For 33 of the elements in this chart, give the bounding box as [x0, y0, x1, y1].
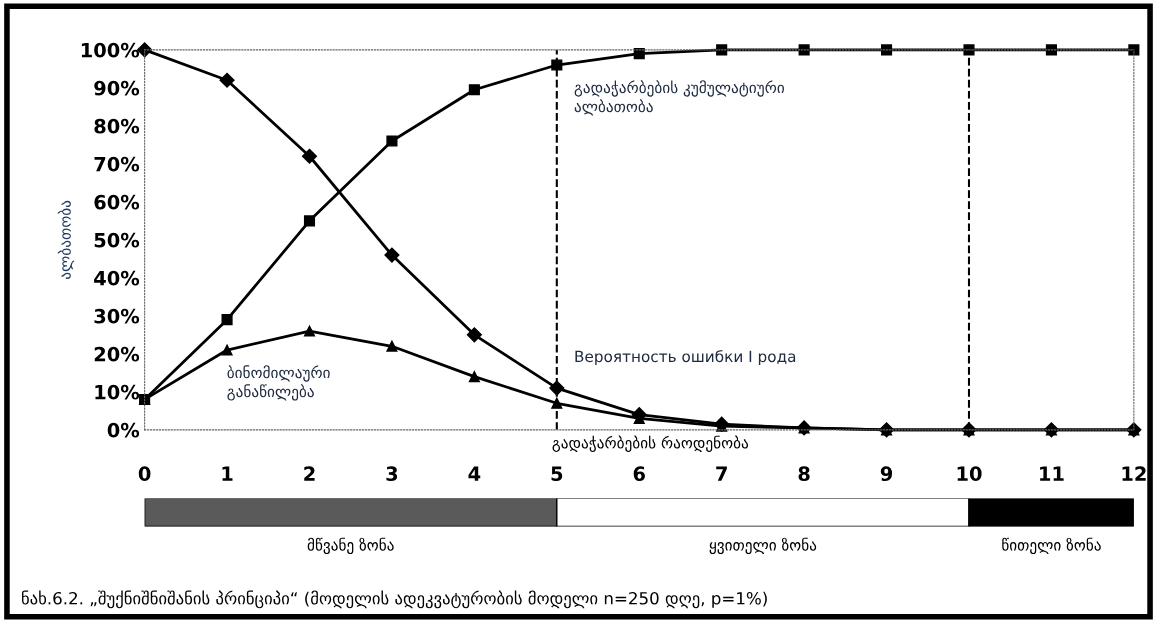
x-tick-label: 3: [386, 466, 398, 482]
y-tick-label: 80%: [94, 118, 140, 134]
text: ნახ.6.2. „შუქნიშნიშანის პრინციპი“ (მოდელის ადეკვატურობის მოდელი n=250 დღე, p=1%): [22, 590, 767, 609]
y-tick-label: 20%: [94, 346, 140, 362]
y-tick-label: 0%: [107, 422, 140, 438]
x-tick-label: 8: [798, 466, 810, 482]
y-axis-title: ალბათობა: [57, 200, 75, 279]
annotation: Вероятность ошибки I рода: [575, 350, 796, 366]
x-tick-label: 9: [880, 466, 893, 482]
series-label: ყვითელი ზონა: [709, 537, 817, 555]
x-tick-label: 11: [1040, 466, 1064, 481]
x-tick-label: 10: [957, 466, 982, 482]
series-label: მწვანე ზონა: [307, 537, 394, 555]
x-axis-title: გადაჭარბების რაოდენობა: [552, 435, 749, 452]
x-tick-label: 6: [633, 466, 645, 482]
y-tick-label: 40%: [94, 270, 140, 286]
y-tick-label: 60%: [94, 194, 140, 210]
x-tick-label: 7: [716, 466, 727, 481]
y-tick-label: 10%: [95, 384, 140, 400]
x-tick-label: 1: [222, 466, 233, 481]
y-tick-label: 70%: [94, 156, 140, 172]
x-tick-label: 0: [138, 466, 151, 482]
y-tick-label: 30%: [94, 308, 140, 324]
annotation: ბინომილაური განაწილება: [227, 365, 330, 401]
series-label: წითელი ზონა: [1002, 537, 1101, 555]
y-tick-label: 90%: [94, 80, 140, 96]
y-tick-label: 50%: [94, 232, 140, 248]
x-tick-label: 5: [551, 466, 563, 482]
annotation: გადაჭარბების კუმულატიური ალბათობა: [574, 80, 784, 116]
x-tick-label: 4: [468, 466, 481, 481]
x-tick-label: 12: [1122, 466, 1146, 481]
x-tick-label: 2: [304, 466, 315, 481]
y-tick-label: 100%: [81, 42, 140, 58]
